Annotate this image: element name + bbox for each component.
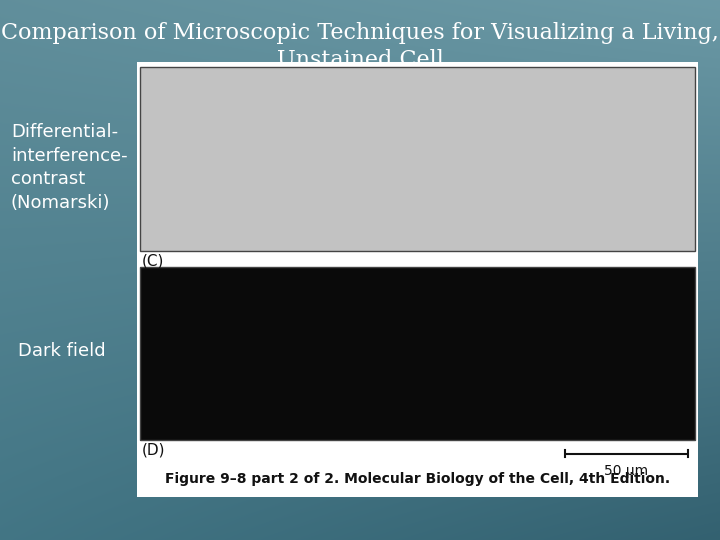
Text: Differential-
interference-
contrast
(Nomarski): Differential- interference- contrast (No… [11, 123, 127, 212]
Text: Dark field: Dark field [18, 342, 106, 360]
Text: 50 μm: 50 μm [604, 464, 649, 478]
Bar [140, 267, 695, 440]
Text: (C): (C) [142, 254, 164, 269]
Text: (D): (D) [142, 443, 166, 458]
Text: Comparison of Microscopic Techniques for Visualizing a Living,
Unstained Cell: Comparison of Microscopic Techniques for… [1, 22, 719, 71]
Bar [137, 62, 698, 497]
Text: Figure 9–8 part 2 of 2. Molecular Biology of the Cell, 4th Edition.: Figure 9–8 part 2 of 2. Molecular Biolog… [165, 472, 670, 486]
Bar [140, 68, 695, 251]
